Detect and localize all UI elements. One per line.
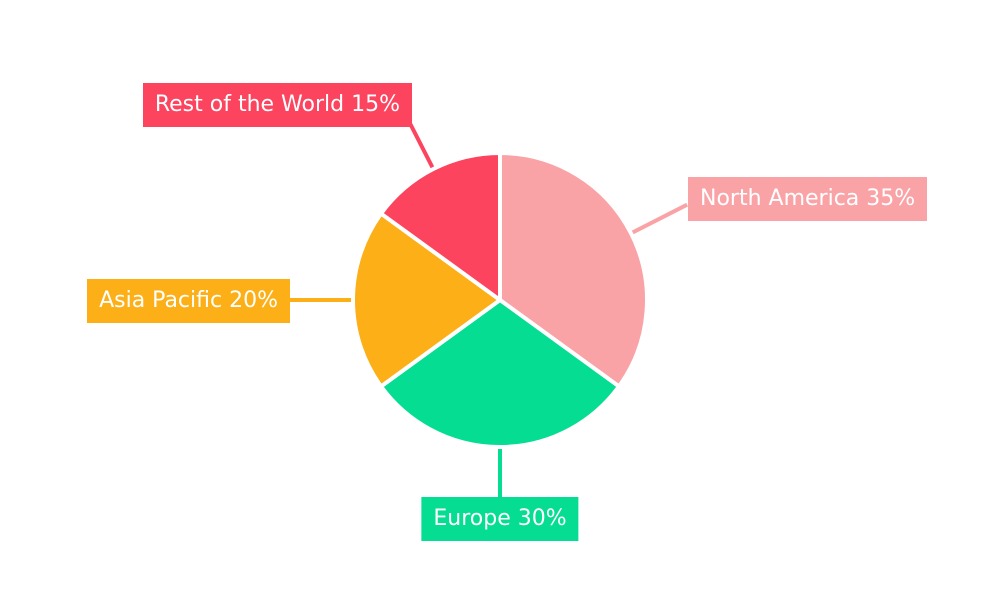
label-asia-pacific: Asia Pacific 20% (87, 279, 290, 323)
label-europe: Europe 30% (421, 497, 579, 541)
leader-line-north-america (630, 202, 689, 236)
label-rest-of-the-world: Rest of the World 15% (142, 83, 412, 127)
pie-slices-group (351, 150, 649, 450)
pie-slice-north-america (498, 150, 649, 390)
pie-slice-europe (378, 297, 622, 450)
pie-slice-rest-of-the-world (378, 150, 502, 304)
leader-line-rest-of-the-world (406, 119, 436, 170)
pie-slice-asia-pacific (351, 210, 504, 390)
label-north-america: North America 35% (688, 177, 928, 221)
leader-lines-group (290, 119, 689, 497)
